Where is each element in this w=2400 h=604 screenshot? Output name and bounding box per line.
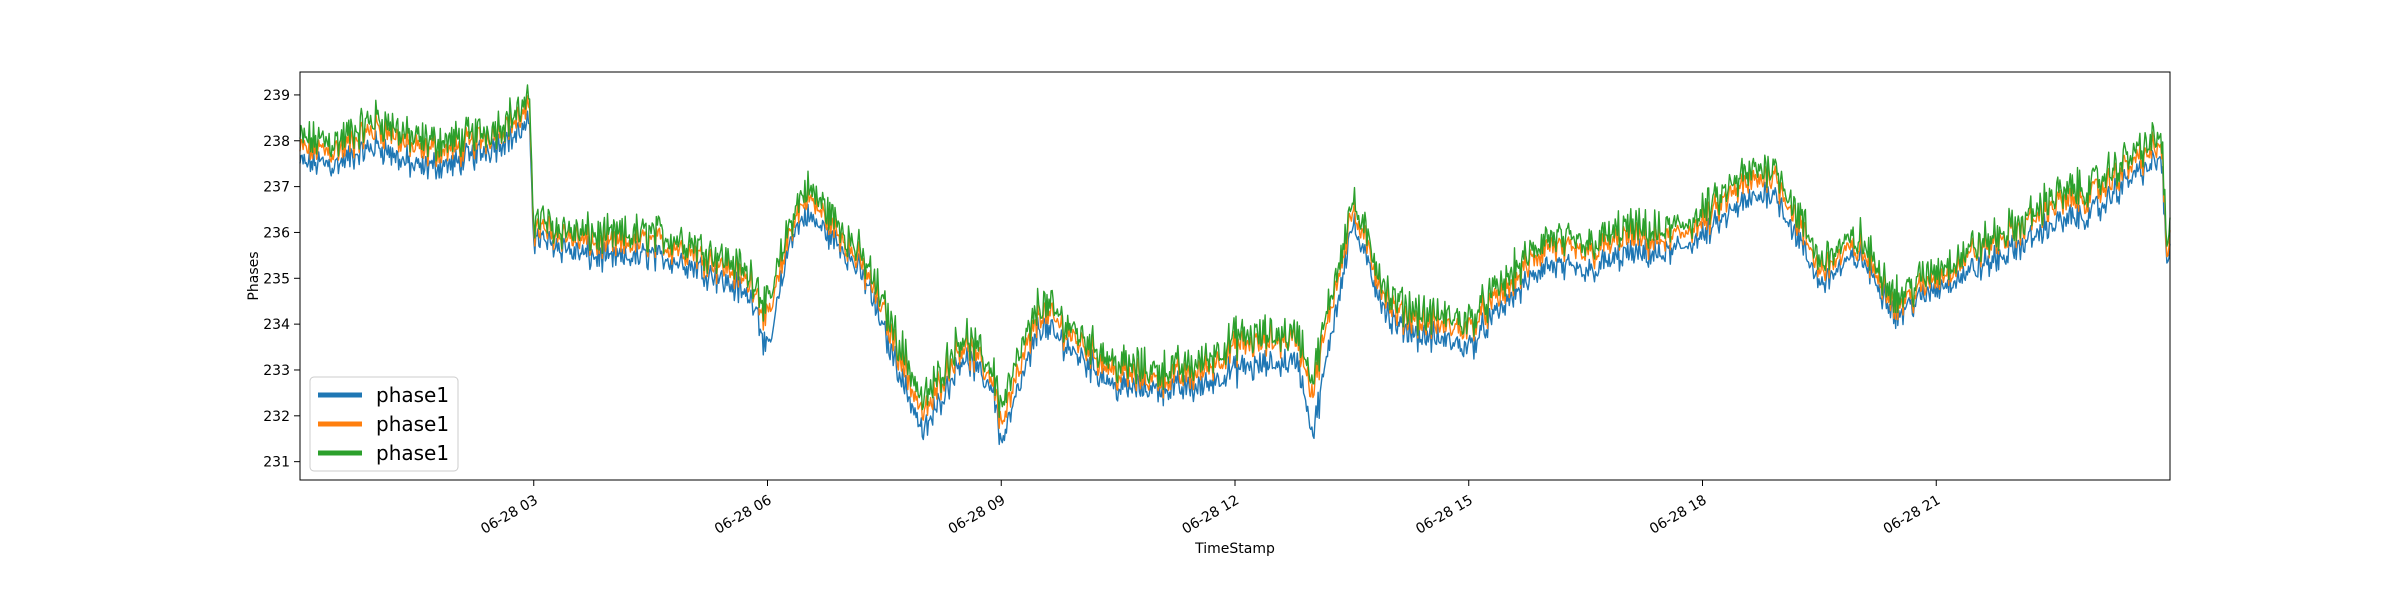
y-tick-label: 234 — [263, 317, 290, 333]
x-tick-label: 06-28 18 — [1647, 492, 1710, 537]
y-tick-label: 232 — [263, 409, 290, 425]
x-tick-label: 06-28 21 — [1881, 492, 1944, 537]
legend-box — [309, 376, 459, 472]
y-axis: 231 232 233 234 235 236 237 238 239 — [263, 88, 300, 471]
y-tick-label: 235 — [263, 271, 290, 287]
legend-label: phase1 — [376, 412, 449, 436]
series-line — [299, 110, 2171, 446]
plot-frame — [299, 71, 2171, 481]
x-tick-label: 06-28 03 — [478, 492, 541, 537]
series-layer — [299, 84, 2171, 446]
y-tick-label: 239 — [263, 88, 290, 104]
y-tick-label: 231 — [263, 455, 290, 471]
x-axis: 06-28 03 06-28 06 06-28 09 06-28 12 06-28 15… — [478, 480, 1943, 538]
y-tick-label: 238 — [263, 134, 290, 150]
legend-label: phase1 — [376, 441, 449, 465]
y-tick-label: 237 — [263, 180, 290, 196]
legend-label: phase1 — [376, 383, 449, 407]
y-tick-label: 233 — [263, 363, 290, 379]
legend: phase1 phase1 phase1 — [309, 376, 459, 472]
x-axis-label: TimeStamp — [1194, 541, 1275, 557]
y-axis-label: Phases — [246, 251, 262, 300]
x-tick-label: 06-28 12 — [1179, 492, 1242, 537]
x-tick-label: 06-28 06 — [712, 492, 775, 537]
series-line — [299, 95, 2171, 429]
y-tick-label: 236 — [263, 225, 290, 241]
x-tick-label: 06-28 09 — [946, 492, 1009, 537]
series-line — [299, 84, 2171, 419]
x-tick-label: 06-28 15 — [1413, 492, 1476, 537]
